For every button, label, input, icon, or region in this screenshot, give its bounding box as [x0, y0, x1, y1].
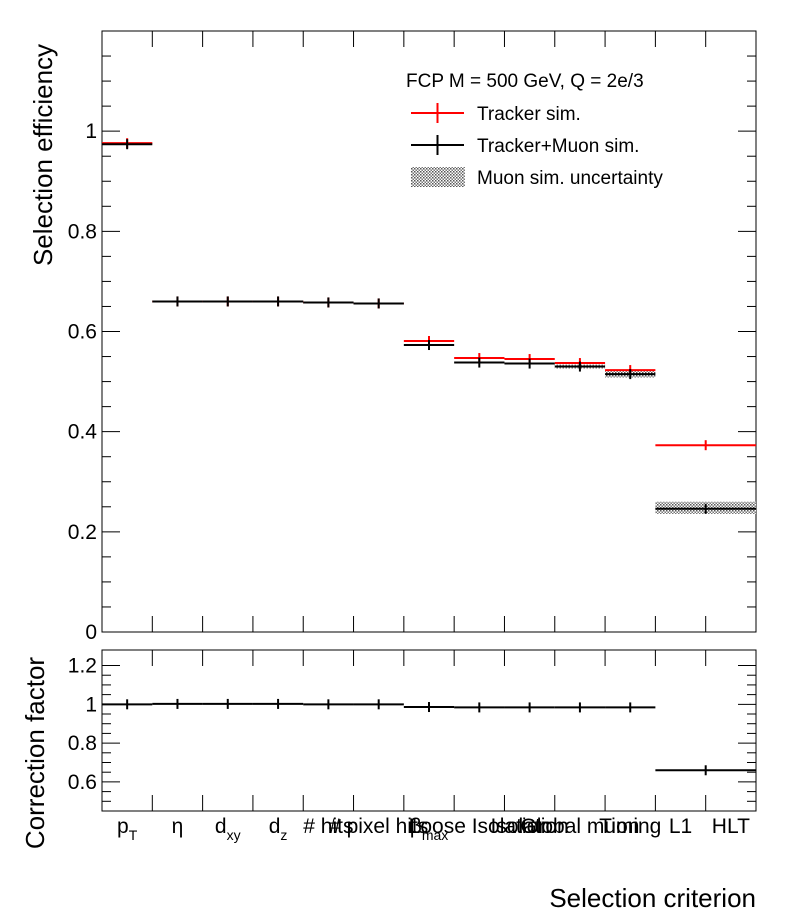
- x-axis-title: Selection criterion: [549, 883, 756, 913]
- bottom-y-axis-title: Correction factor: [20, 657, 50, 850]
- category-label: η: [172, 815, 184, 838]
- bottom-y-axis: 0.6 0.8 1 1.2: [68, 655, 756, 802]
- y-tick-label: 1.2: [68, 655, 97, 678]
- uncertainty-band: [554, 364, 756, 514]
- legend-entry-tracker-muon: Tracker+Muon sim.: [411, 135, 639, 157]
- legend-label: Muon sim. uncertainty: [477, 168, 663, 189]
- y-tick-label: 0.2: [68, 521, 97, 544]
- y-tick-label: 0.6: [68, 771, 97, 794]
- category-label: dxy: [215, 815, 241, 843]
- y-tick-label: 0: [85, 621, 97, 644]
- category-label: dz: [269, 815, 288, 843]
- y-tick-label: 0.8: [68, 220, 97, 243]
- category-label: pT: [117, 815, 138, 843]
- category-label: Isolation: [491, 815, 569, 838]
- legend-entry-tracker: Tracker sim.: [411, 103, 581, 125]
- top-series-group: [102, 138, 756, 514]
- top-y-axis: 0 0.2 0.4 0.6 0.8 1: [68, 30, 756, 644]
- bottom-series-group: [102, 698, 756, 776]
- legend: FCP M = 500 GeV, Q = 2e/3 Tracker sim. T…: [406, 71, 663, 189]
- category-label: HLT: [712, 815, 750, 838]
- y-tick-label: 1: [85, 120, 97, 143]
- legend-label: Tracker+Muon sim.: [477, 136, 639, 157]
- top-panel-frame: [101, 30, 757, 633]
- top-y-axis-title: Selection efficiency: [28, 44, 58, 266]
- top-x-axis: [101, 31, 757, 632]
- y-tick-label: 1: [85, 693, 97, 716]
- legend-header: FCP M = 500 GeV, Q = 2e/3: [406, 71, 644, 92]
- category-label: # pixel hits: [329, 815, 428, 838]
- bottom-x-axis: [101, 650, 757, 811]
- category-label: # hits: [303, 815, 353, 838]
- legend-entry-band: Muon sim. uncertainty: [411, 167, 663, 189]
- category-label: Timing: [599, 815, 661, 838]
- category-label: Global muon: [520, 815, 639, 838]
- bottom-panel-frame: [101, 649, 757, 812]
- y-tick-label: 0.6: [68, 321, 97, 344]
- category-label: L1: [669, 815, 692, 838]
- y-tick-label: 0.8: [68, 732, 97, 755]
- y-tick-label: 0.4: [68, 421, 98, 444]
- legend-label: Tracker sim.: [477, 104, 581, 125]
- category-label: Loose Isolation: [409, 815, 550, 838]
